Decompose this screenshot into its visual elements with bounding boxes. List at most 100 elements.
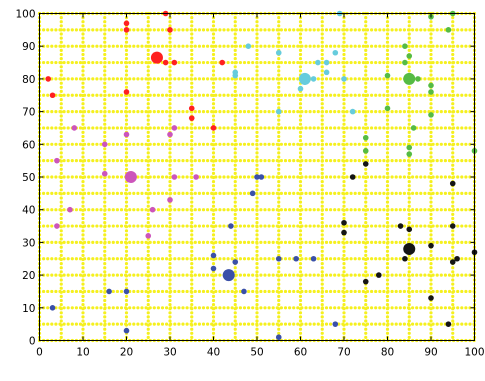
y-axis: 0 10 20 30 40 50 60 70 80 90 100	[15, 9, 475, 348]
data-point	[49, 305, 56, 311]
data-point	[45, 76, 51, 82]
x-axis: 0 10 20 30 40 50 60 70 80 90 100	[36, 13, 485, 359]
data-point	[449, 223, 456, 229]
data-point	[210, 265, 217, 272]
data-point	[362, 134, 369, 141]
data-point	[123, 288, 130, 295]
data-point	[341, 219, 347, 226]
data-point	[397, 223, 404, 229]
series-2	[232, 10, 356, 115]
data-point	[171, 125, 178, 131]
data-point	[54, 223, 60, 229]
data-point	[275, 49, 282, 56]
data-point	[228, 223, 234, 229]
data-point	[210, 252, 217, 259]
series-0	[45, 10, 225, 131]
y-tick-label: 40	[22, 205, 35, 217]
data-point	[210, 125, 217, 131]
data-point	[332, 321, 339, 327]
data-point	[232, 72, 239, 79]
y-tick-label: 10	[22, 303, 35, 315]
data-point	[406, 53, 413, 59]
y-tick-label: 20	[22, 270, 35, 282]
data-point	[323, 59, 330, 66]
data-point	[323, 69, 330, 76]
data-point	[406, 144, 413, 151]
data-point	[162, 59, 169, 66]
data-point	[362, 148, 369, 154]
data-point	[249, 190, 256, 197]
data-point	[315, 59, 321, 66]
data-point	[376, 272, 382, 278]
data-point	[428, 295, 434, 301]
background-grid	[37, 11, 477, 343]
data-point	[428, 242, 434, 249]
x-tick-label: 80	[381, 347, 394, 359]
x-tick-label: 70	[337, 347, 350, 359]
centroid-point	[222, 269, 235, 282]
data-point	[219, 59, 225, 66]
centroid-point	[124, 171, 137, 183]
data-point	[445, 321, 452, 327]
data-point	[454, 255, 460, 262]
data-point	[428, 112, 434, 118]
data-point	[402, 255, 408, 262]
data-point	[445, 27, 452, 33]
centroid-point	[150, 51, 163, 64]
data-point	[349, 174, 356, 180]
data-point	[71, 125, 78, 131]
y-tick-label: 70	[22, 107, 35, 119]
data-point	[310, 76, 317, 82]
data-point	[406, 151, 413, 157]
data-point	[254, 174, 260, 180]
data-point	[106, 288, 112, 295]
data-point	[167, 197, 173, 203]
y-tick-label: 80	[22, 74, 35, 86]
data-point	[123, 27, 130, 33]
data-point	[362, 161, 369, 167]
data-point	[410, 125, 417, 131]
data-point	[362, 278, 369, 285]
data-point	[123, 131, 130, 138]
data-point	[275, 334, 282, 341]
y-tick-label: 30	[22, 237, 35, 249]
data-point	[232, 259, 239, 265]
x-tick-label: 30	[163, 347, 176, 359]
data-point	[384, 72, 391, 79]
data-point	[245, 43, 252, 49]
data-point	[341, 76, 347, 82]
x-tick-label: 10	[76, 347, 89, 359]
data-point	[402, 59, 408, 66]
y-tick-label: 90	[22, 41, 35, 53]
data-point	[171, 174, 178, 180]
x-tick-label: 20	[120, 347, 133, 359]
data-point	[171, 59, 178, 66]
data-point	[123, 89, 130, 95]
data-point	[406, 226, 413, 233]
data-point	[332, 49, 339, 56]
x-tick-label: 100	[464, 347, 484, 359]
y-tick-label: 60	[22, 139, 35, 151]
centroid-point	[403, 242, 416, 255]
data-point	[293, 255, 299, 262]
x-tick-label: 60	[294, 347, 307, 359]
series-1	[54, 125, 199, 239]
data-point	[101, 170, 108, 177]
data-point	[415, 76, 421, 82]
series-3	[362, 10, 478, 157]
data-point	[188, 105, 195, 112]
y-tick-label: 100	[15, 9, 35, 21]
data-point	[449, 180, 456, 187]
data-point	[167, 131, 173, 138]
x-tick-label: 0	[36, 347, 43, 359]
centroid-point	[403, 72, 416, 85]
data-point	[310, 255, 317, 262]
y-tick-label: 50	[22, 172, 35, 184]
data-point	[167, 27, 173, 33]
data-point	[188, 115, 195, 121]
data-point	[297, 85, 304, 92]
y-tick-label: 0	[29, 336, 36, 348]
series-4	[49, 174, 339, 341]
x-tick-label: 40	[207, 347, 220, 359]
